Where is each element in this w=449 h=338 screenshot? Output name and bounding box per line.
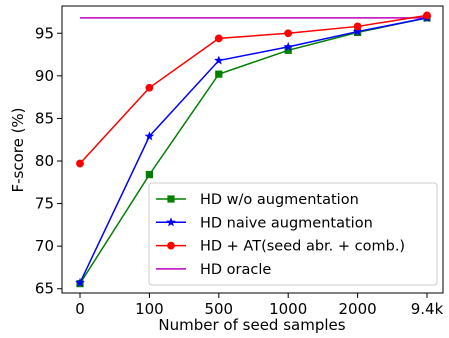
y-tick-label: 95: [35, 24, 54, 42]
data-point: [215, 70, 223, 78]
x-tick-label: 9.4k: [411, 300, 444, 318]
series-line: [79, 17, 428, 284]
y-tick-label: 90: [35, 67, 54, 85]
data-point: [352, 26, 363, 36]
x-axis-label: Number of seed samples: [158, 316, 345, 334]
series-line: [79, 14, 428, 165]
legend-box: [148, 182, 438, 286]
legend-label: HD + AT(seed abr. + comb.): [200, 239, 405, 255]
legend-swatch-marker: [167, 241, 175, 250]
y-tick-label: 65: [35, 280, 54, 298]
data-point: [75, 277, 85, 287]
x-tick-label: 500: [204, 300, 233, 318]
y-tick-label: 85: [35, 109, 54, 127]
x-tick-label: 1000: [269, 300, 307, 318]
x-tick-label: 0: [75, 300, 85, 318]
legend-swatch-marker: [166, 217, 176, 227]
y-tick-label: 70: [35, 237, 54, 255]
data-point: [214, 55, 224, 65]
y-axis-ticks: 65 70 75 80 85 90 95: [35, 24, 62, 298]
data-point: [284, 46, 292, 54]
legend-label: HD w/o augmentation: [200, 192, 359, 208]
legend: HD w/o augmentation HD naive augmentation…: [148, 182, 438, 286]
y-axis-label: F-score (%): [9, 107, 27, 192]
data-point: [423, 11, 431, 20]
y-tick-label: 75: [35, 195, 54, 213]
series-2: [76, 11, 431, 168]
data-point: [214, 34, 223, 43]
legend-entry: HD + AT(seed abr. + comb.): [156, 239, 405, 255]
plot-frame: [61, 5, 444, 294]
x-tick-label: 2000: [339, 300, 377, 318]
x-axis-ticks: 0 100 500 1000 2000 9.4k: [75, 293, 444, 318]
legend-label: HD oracle: [200, 262, 271, 278]
legend-swatch-marker: [167, 195, 175, 203]
legend-label: HD naive augmentation: [200, 215, 373, 231]
legend-entry: HD oracle: [156, 262, 271, 278]
data-point: [144, 131, 155, 141]
y-tick-label: 80: [35, 152, 54, 170]
data-point: [145, 171, 153, 179]
legend-entry: HD w/o augmentation: [156, 192, 359, 208]
data-point: [145, 83, 154, 92]
legend-entry: HD naive augmentation: [156, 215, 373, 231]
x-tick-label: 100: [135, 300, 164, 318]
data-point: [283, 41, 293, 51]
series-layer: [75, 11, 432, 288]
data-point: [353, 22, 362, 31]
data-point: [76, 159, 84, 168]
data-point: [284, 29, 293, 38]
